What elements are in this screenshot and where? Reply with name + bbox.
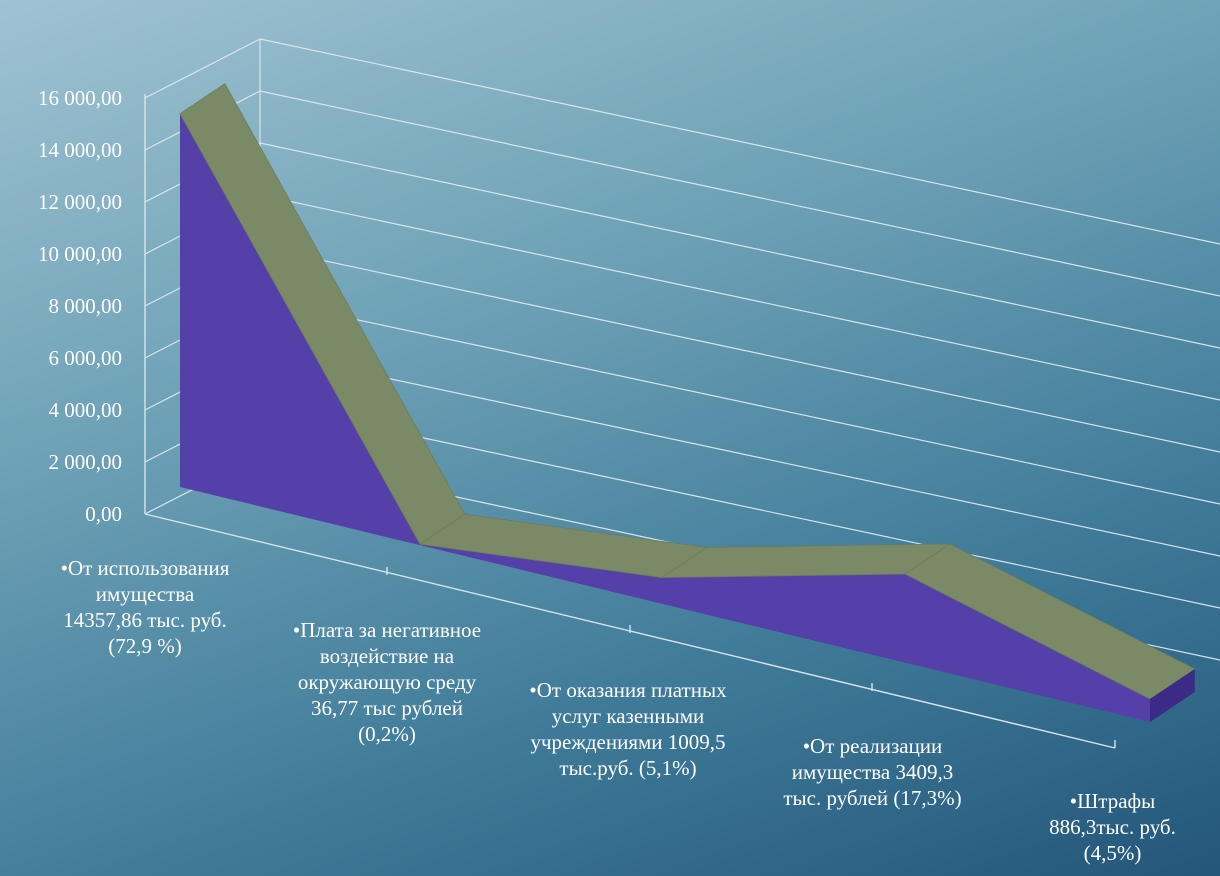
y-tick-label: 4 000,00 xyxy=(49,398,123,422)
axes xyxy=(144,94,1116,749)
series xyxy=(179,83,1196,723)
area-front xyxy=(180,113,1150,723)
x-tick-label: •Плата за негативное воздействие на окру… xyxy=(292,618,482,746)
y-axis-ticks: 0,00 2 000,00 4 000,00 6 000,00 8 000,00 10 0… xyxy=(38,86,122,526)
gridline xyxy=(259,38,1220,245)
gridline xyxy=(259,194,1220,401)
y-tick-label: 6 000,00 xyxy=(49,346,123,370)
y-tick-label: 0,00 xyxy=(85,502,122,526)
gridline-left xyxy=(144,38,261,99)
y-tick-label: 14 000,00 xyxy=(38,138,122,162)
y-tick-label: 12 000,00 xyxy=(38,190,122,214)
gridline xyxy=(259,90,1220,297)
gridline xyxy=(259,350,1220,557)
y-tick-label: 2 000,00 xyxy=(49,450,123,474)
y-tick-label: 10 000,00 xyxy=(38,242,122,266)
gridline xyxy=(259,142,1220,349)
area-side xyxy=(1150,668,1195,722)
x-tick-label: •От реализации имущества 3409,3 тыс. руб… xyxy=(783,734,962,810)
y-tick-label: 16 000,00 xyxy=(38,86,122,110)
gridline xyxy=(259,298,1220,505)
x-tick-label: •От оказания платных услуг казенными учр… xyxy=(529,678,727,780)
x-tick-label: •От использования имущества 14357,86 тыс… xyxy=(60,556,230,658)
gridline xyxy=(259,246,1220,453)
x-tick-label: •Штрафы 886,3тыс. руб. (4,5%) xyxy=(1049,789,1176,865)
y-tick-label: 8 000,00 xyxy=(49,294,123,318)
